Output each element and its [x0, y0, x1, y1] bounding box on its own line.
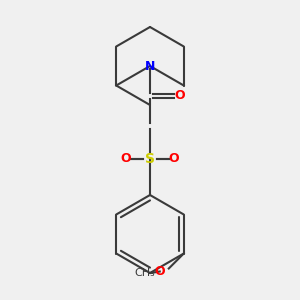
Text: CH₃: CH₃ — [134, 268, 155, 278]
Text: O: O — [154, 265, 165, 278]
Text: O: O — [169, 152, 179, 166]
Text: N: N — [145, 59, 155, 73]
Text: O: O — [175, 89, 185, 103]
Text: O: O — [121, 152, 131, 166]
Text: S: S — [145, 152, 155, 166]
